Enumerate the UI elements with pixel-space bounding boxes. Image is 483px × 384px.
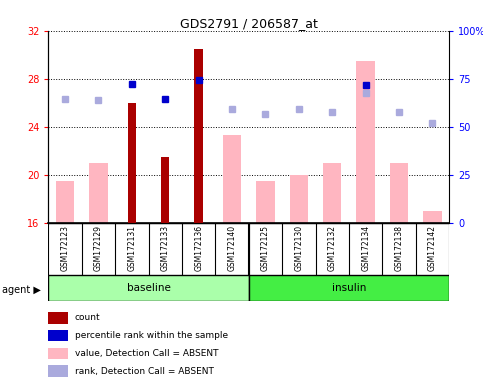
Text: GSM172136: GSM172136 (194, 225, 203, 271)
Bar (290, 175, 308, 223)
Text: GSM172123: GSM172123 (60, 225, 70, 271)
Bar (390, 163, 408, 223)
Text: insulin: insulin (332, 283, 366, 293)
Text: GSM172133: GSM172133 (161, 225, 170, 271)
Bar (48, 312, 68, 323)
Bar (249, 275, 449, 301)
Text: GSM172138: GSM172138 (395, 225, 404, 271)
Bar (195, 49, 203, 223)
Bar (48, 330, 68, 341)
Text: baseline: baseline (127, 283, 170, 293)
Text: GSM172131: GSM172131 (128, 225, 136, 271)
Bar (48, 275, 249, 301)
Text: agent ▶: agent ▶ (2, 285, 41, 295)
Bar (323, 163, 341, 223)
Text: GSM172132: GSM172132 (328, 225, 337, 271)
Text: GSM172129: GSM172129 (94, 225, 103, 271)
Text: GSM172134: GSM172134 (361, 225, 370, 271)
Bar (89, 163, 108, 223)
Bar (423, 211, 441, 223)
Text: rank, Detection Call = ABSENT: rank, Detection Call = ABSENT (75, 367, 214, 376)
Bar (48, 348, 68, 359)
Text: GSM172130: GSM172130 (294, 225, 303, 271)
Text: GSM172125: GSM172125 (261, 225, 270, 271)
Bar (48, 366, 68, 377)
Bar (56, 181, 74, 223)
Bar (161, 157, 170, 223)
Bar (128, 103, 136, 223)
Text: GSM172140: GSM172140 (227, 225, 237, 271)
Title: GDS2791 / 206587_at: GDS2791 / 206587_at (180, 17, 318, 30)
Bar (256, 181, 275, 223)
Bar (223, 135, 241, 223)
Bar (356, 61, 375, 223)
Text: percentile rank within the sample: percentile rank within the sample (75, 331, 228, 340)
Text: count: count (75, 313, 100, 323)
Text: GSM172142: GSM172142 (428, 225, 437, 271)
Text: value, Detection Call = ABSENT: value, Detection Call = ABSENT (75, 349, 218, 358)
